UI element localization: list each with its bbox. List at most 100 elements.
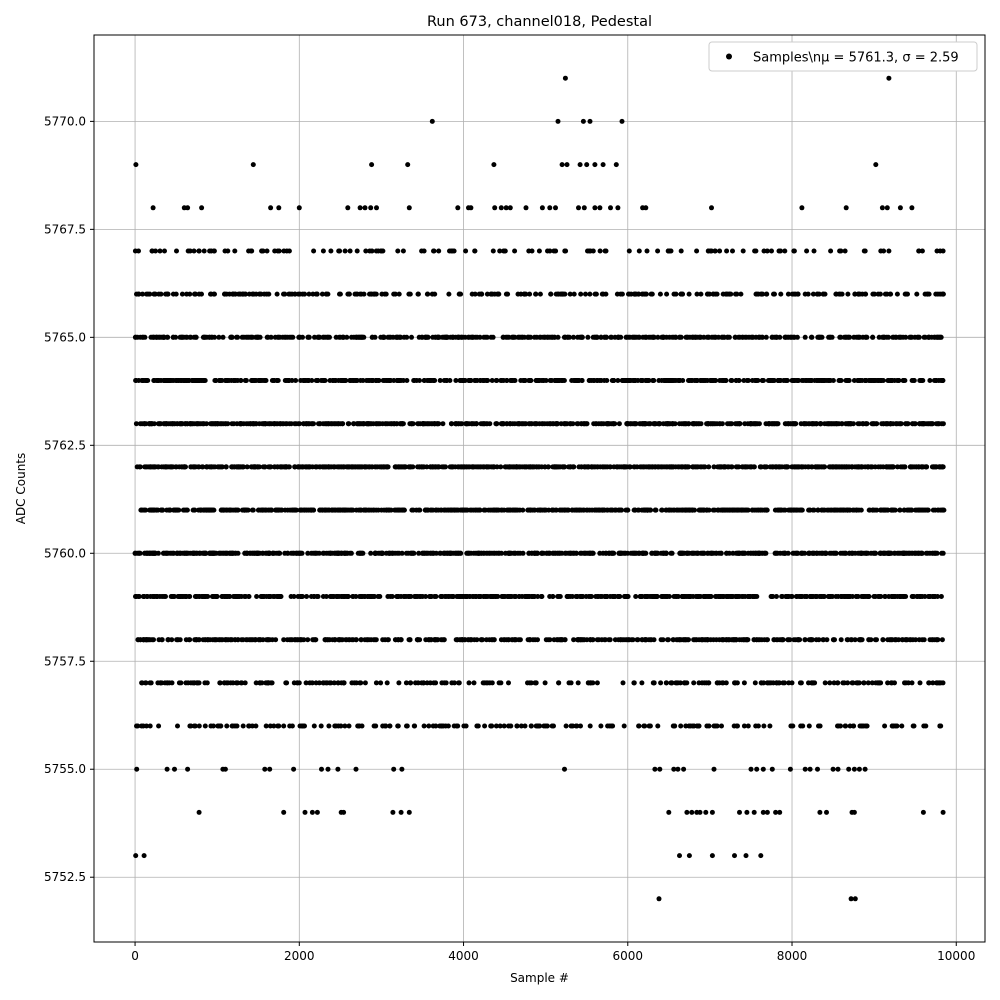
data-point bbox=[173, 464, 179, 470]
data-point bbox=[447, 378, 453, 383]
data-point bbox=[138, 637, 143, 643]
data-point bbox=[564, 162, 570, 168]
data-point bbox=[684, 809, 690, 815]
data-point bbox=[292, 637, 298, 643]
data-point bbox=[927, 637, 933, 643]
data-point bbox=[656, 378, 662, 383]
data-point bbox=[748, 766, 754, 772]
data-point bbox=[269, 378, 275, 383]
data-point bbox=[577, 507, 583, 513]
data-point bbox=[267, 421, 273, 427]
data-point bbox=[714, 421, 720, 427]
data-point bbox=[636, 248, 642, 254]
data-point bbox=[314, 594, 320, 599]
data-point bbox=[270, 550, 276, 556]
data-point bbox=[443, 464, 448, 470]
data-point bbox=[498, 637, 504, 643]
data-point bbox=[234, 464, 240, 470]
data-point bbox=[497, 248, 503, 254]
data-point bbox=[736, 334, 741, 340]
data-point bbox=[409, 334, 414, 340]
data-point bbox=[678, 550, 684, 556]
data-point bbox=[398, 809, 404, 815]
data-point bbox=[843, 205, 849, 211]
data-point bbox=[367, 464, 372, 470]
data-point bbox=[170, 421, 176, 427]
data-point bbox=[151, 334, 157, 340]
data-point bbox=[351, 421, 357, 427]
data-point bbox=[753, 378, 759, 383]
data-point bbox=[295, 464, 301, 470]
data-point bbox=[248, 637, 253, 643]
data-point bbox=[822, 378, 828, 383]
data-point bbox=[930, 507, 936, 513]
data-point bbox=[452, 550, 458, 556]
data-point bbox=[856, 766, 862, 772]
data-point bbox=[916, 637, 922, 643]
data-point bbox=[552, 378, 558, 383]
data-point bbox=[519, 594, 525, 599]
data-point bbox=[855, 550, 861, 556]
data-point bbox=[782, 550, 788, 556]
data-point bbox=[376, 421, 382, 427]
data-point bbox=[848, 421, 853, 427]
data-point bbox=[238, 378, 244, 383]
data-point bbox=[652, 464, 658, 470]
data-point bbox=[476, 464, 482, 470]
data-point bbox=[298, 507, 304, 513]
data-point bbox=[644, 464, 650, 470]
data-point bbox=[455, 205, 461, 211]
data-point bbox=[655, 334, 661, 340]
data-point bbox=[544, 550, 550, 556]
data-point bbox=[593, 421, 599, 427]
data-point bbox=[398, 464, 404, 470]
data-point bbox=[666, 507, 672, 513]
data-point bbox=[171, 378, 177, 383]
data-point bbox=[801, 421, 807, 427]
data-point bbox=[406, 809, 412, 815]
data-point bbox=[794, 334, 800, 340]
data-point bbox=[632, 378, 638, 383]
data-point bbox=[602, 637, 608, 643]
data-point bbox=[600, 162, 606, 168]
data-point bbox=[782, 680, 787, 686]
data-point bbox=[661, 378, 667, 383]
data-point bbox=[904, 421, 910, 427]
data-point bbox=[857, 421, 863, 427]
data-point bbox=[300, 464, 306, 470]
data-point bbox=[677, 853, 682, 859]
data-point bbox=[716, 550, 722, 556]
data-point bbox=[779, 464, 785, 470]
data-point bbox=[341, 809, 347, 815]
data-point bbox=[133, 421, 139, 427]
data-point bbox=[709, 205, 714, 211]
data-point bbox=[151, 378, 157, 383]
data-point bbox=[172, 507, 178, 513]
data-point bbox=[657, 766, 663, 772]
data-point bbox=[581, 205, 587, 211]
data-point bbox=[196, 421, 202, 427]
data-point bbox=[200, 637, 206, 643]
data-point bbox=[876, 378, 882, 383]
data-point bbox=[404, 334, 410, 340]
data-point bbox=[223, 378, 229, 383]
data-point bbox=[186, 594, 192, 599]
data-point bbox=[737, 809, 742, 815]
data-point bbox=[878, 594, 884, 599]
data-point bbox=[406, 205, 412, 211]
data-point bbox=[789, 680, 795, 686]
data-point bbox=[747, 594, 753, 599]
data-point bbox=[711, 464, 717, 470]
data-point bbox=[691, 550, 697, 556]
data-point bbox=[640, 378, 645, 383]
data-point bbox=[411, 378, 417, 383]
data-point bbox=[399, 766, 405, 772]
data-point bbox=[529, 594, 535, 599]
data-point bbox=[708, 637, 714, 643]
data-point bbox=[659, 594, 665, 599]
data-point bbox=[584, 637, 590, 643]
data-point bbox=[229, 550, 235, 556]
data-point bbox=[473, 334, 478, 340]
data-point bbox=[747, 464, 753, 470]
data-point bbox=[809, 464, 815, 470]
